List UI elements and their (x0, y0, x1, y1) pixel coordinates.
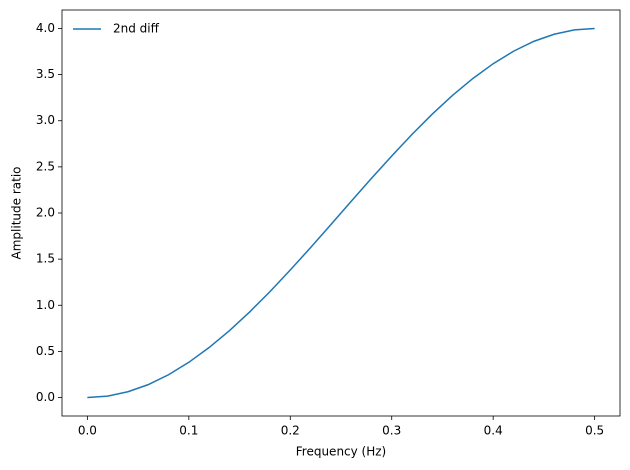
y-tick-label: 3.5 (36, 67, 55, 81)
y-tick-label: 4.0 (36, 21, 55, 35)
x-tick-label: 0.2 (281, 424, 300, 438)
y-tick-label: 0.5 (36, 344, 55, 358)
x-axis-label: Frequency (Hz) (296, 445, 387, 459)
line-series (87, 27, 595, 399)
x-tick-label: 0.5 (585, 424, 604, 438)
x-tick-label: 0.4 (484, 424, 503, 438)
x-tick-label: 0.3 (382, 424, 401, 438)
legend-label: 2nd diff (113, 22, 160, 36)
x-tick-label: 0.0 (78, 424, 97, 438)
y-axis-label: Amplitude ratio (10, 167, 24, 260)
y-tick-label: 2.5 (36, 159, 55, 173)
y-tick-label: 1.0 (36, 298, 55, 312)
plot-frame (61, 9, 621, 417)
y-tick-label: 2.0 (36, 206, 55, 220)
y-tick-label: 1.5 (36, 252, 55, 266)
y-tick-label: 0.0 (36, 390, 55, 404)
x-tick-label: 0.1 (179, 424, 198, 438)
y-tick-label: 3.0 (36, 113, 55, 127)
